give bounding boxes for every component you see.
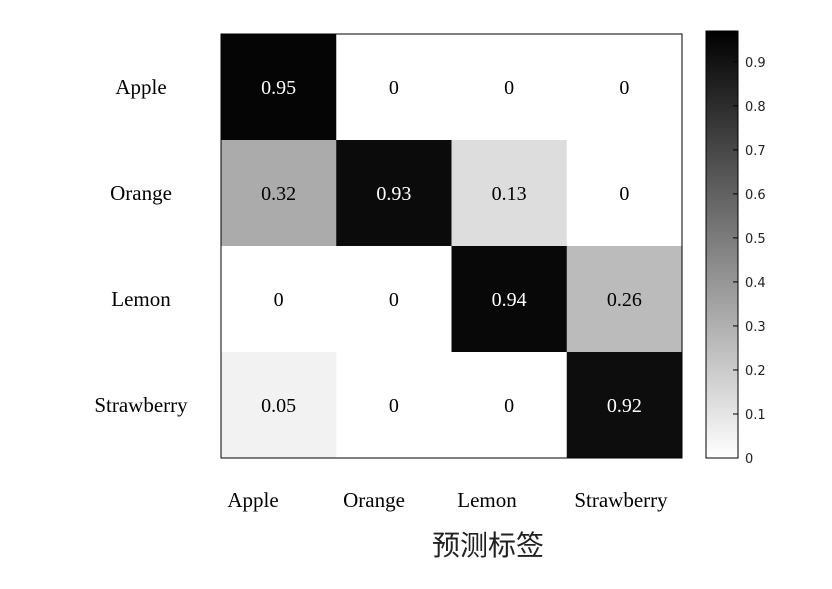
heatmap-cell — [336, 140, 452, 247]
heatmap-cell — [566, 34, 683, 141]
heatmap-cell — [221, 352, 337, 459]
cell-value-label: 0 — [274, 289, 284, 311]
y-axis-tick-labels: Apple Orange Lemon Strawberry — [94, 75, 188, 417]
colorbar-tick-label: 0.2 — [745, 364, 766, 379]
heatmap-cell — [336, 246, 452, 353]
cell-value-label: 0 — [504, 395, 514, 417]
heatmap-cell — [451, 140, 568, 247]
heatmap-cell — [451, 246, 568, 353]
x-tick-label: Strawberry — [574, 488, 668, 512]
cell-value-label: 0 — [389, 77, 399, 99]
colorbar-tick-label: 0.9 — [745, 56, 766, 71]
cell-value-label: 0 — [619, 183, 629, 205]
heatmap-cell — [451, 34, 568, 141]
heatmap-cell — [336, 352, 452, 459]
colorbar — [705, 30, 739, 459]
cell-value-label: 0 — [504, 77, 514, 99]
colorbar-tick-label: 0.7 — [745, 144, 766, 159]
x-axis-tick-labels: Apple Orange Lemon Strawberry — [227, 488, 668, 512]
heatmap-cell — [451, 352, 568, 459]
colorbar-tick-label: 0.8 — [745, 100, 766, 115]
heatmap-cell — [566, 246, 683, 353]
x-axis-label: 预测标签 — [432, 529, 544, 562]
heatmap-cell — [221, 246, 337, 353]
colorbar-tick-label: 0.4 — [745, 276, 766, 291]
x-tick-label: Lemon — [457, 488, 517, 512]
heatmap-cell-labels: 0.95 0 0 0 0.32 0.93 0.13 0 0 0 0.94 0.26 0.05 0 0 0.92 — [261, 77, 642, 417]
cell-value-label: 0 — [389, 289, 399, 311]
heatmap-cell — [221, 34, 337, 141]
cell-value-label: 0 — [619, 77, 629, 99]
cell-value-label: 0.32 — [261, 183, 296, 205]
cell-value-label: 0.92 — [607, 395, 642, 417]
heatmap-cells — [221, 34, 683, 459]
cell-value-label: 0 — [389, 395, 399, 417]
cell-value-label: 0.26 — [607, 289, 642, 311]
colorbar-tick-labels: 0 0.1 0.2 0.3 0.4 0.5 0.6 0.7 0.8 0.9 — [733, 56, 766, 467]
y-tick-label: Orange — [110, 181, 172, 205]
y-tick-label: Apple — [115, 75, 166, 99]
colorbar-tick-label: 0.3 — [745, 320, 766, 335]
heatmap-cell — [566, 352, 683, 459]
cell-value-label: 0.93 — [376, 183, 411, 205]
colorbar-tick-label: 0 — [745, 452, 753, 467]
heatmap-cell — [566, 140, 683, 247]
cell-value-label: 0.13 — [492, 183, 527, 205]
colorbar-tick-label: 0.6 — [745, 188, 766, 203]
y-tick-label: Strawberry — [94, 393, 188, 417]
cell-value-label: 0.95 — [261, 77, 296, 99]
cell-value-label: 0.05 — [261, 395, 296, 417]
heatmap-cell — [221, 140, 337, 247]
colorbar-tick-label: 0.1 — [745, 408, 766, 423]
plot-frame — [220, 33, 683, 459]
y-tick-label: Lemon — [111, 287, 171, 311]
heatmap-cell — [336, 34, 452, 141]
x-tick-label: Apple — [227, 488, 278, 512]
cell-value-label: 0.94 — [492, 289, 527, 311]
colorbar-tick-label: 0.5 — [745, 232, 766, 247]
x-tick-label: Orange — [343, 488, 405, 512]
